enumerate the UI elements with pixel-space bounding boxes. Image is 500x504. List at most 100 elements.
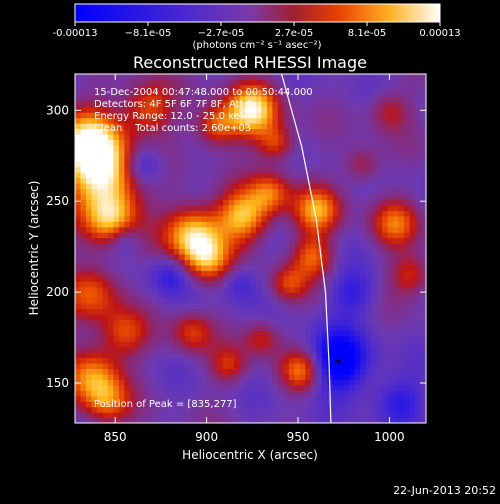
heatmap-cell bbox=[316, 172, 323, 179]
heatmap-cell bbox=[387, 319, 394, 326]
heatmap-cell bbox=[277, 90, 284, 97]
heatmap-cell bbox=[228, 259, 235, 266]
heatmap-cell bbox=[398, 166, 405, 173]
heatmap-cell bbox=[398, 139, 405, 146]
heatmap-cell bbox=[234, 324, 241, 331]
heatmap-cell bbox=[288, 286, 295, 293]
heatmap-cell bbox=[173, 95, 180, 102]
heatmap-cell bbox=[420, 101, 426, 108]
heatmap-cell bbox=[283, 346, 290, 353]
heatmap-cell bbox=[162, 346, 169, 353]
heatmap-cell bbox=[299, 379, 306, 386]
heatmap-cell bbox=[288, 319, 295, 326]
heatmap-cell bbox=[393, 243, 400, 250]
heatmap-cell bbox=[327, 324, 334, 331]
heatmap-cell bbox=[239, 395, 246, 402]
heatmap-cell bbox=[305, 106, 312, 113]
heatmap-cell bbox=[135, 221, 142, 228]
heatmap-cell bbox=[409, 373, 416, 380]
heatmap-cell bbox=[239, 133, 246, 141]
heatmap-cell bbox=[228, 199, 235, 206]
heatmap-cell bbox=[234, 363, 241, 370]
heatmap-cell bbox=[409, 123, 416, 130]
heatmap-cell bbox=[80, 319, 87, 326]
heatmap-cell bbox=[206, 232, 213, 239]
heatmap-cell bbox=[277, 188, 284, 195]
heatmap-cell bbox=[332, 281, 339, 288]
heatmap-cell bbox=[124, 161, 131, 168]
heatmap-cell bbox=[228, 74, 235, 81]
heatmap-cell bbox=[223, 139, 230, 146]
heatmap-cell bbox=[365, 74, 372, 81]
heatmap-cell bbox=[91, 221, 98, 228]
heatmap-cell bbox=[239, 346, 246, 353]
heatmap-cell bbox=[360, 95, 367, 102]
heatmap-cell bbox=[272, 166, 279, 173]
heatmap-cell bbox=[255, 144, 263, 151]
heatmap-cell bbox=[365, 303, 372, 310]
heatmap-cell bbox=[409, 292, 416, 299]
heatmap-cell bbox=[118, 193, 125, 201]
heatmap-cell bbox=[113, 330, 120, 337]
heatmap-cell bbox=[146, 341, 153, 348]
heatmap-cell bbox=[91, 90, 98, 97]
heatmap-cell bbox=[354, 166, 361, 173]
heatmap-cell bbox=[255, 363, 263, 370]
heatmap-cell bbox=[206, 270, 213, 277]
heatmap-cell bbox=[184, 259, 191, 266]
heatmap-cell bbox=[212, 390, 219, 397]
heatmap-cell bbox=[420, 215, 426, 222]
heatmap-cell bbox=[135, 237, 142, 244]
heatmap-cell bbox=[332, 319, 339, 326]
heatmap-cell bbox=[206, 177, 213, 184]
heatmap-cell bbox=[239, 352, 246, 359]
heatmap-cell bbox=[310, 232, 317, 239]
heatmap-cell bbox=[179, 352, 186, 359]
heatmap-cell bbox=[184, 243, 191, 250]
heatmap-cell bbox=[113, 106, 120, 113]
heatmap-cell bbox=[404, 117, 411, 124]
heatmap-cell bbox=[124, 303, 131, 310]
heatmap-cell bbox=[415, 150, 422, 157]
heatmap-cell bbox=[217, 401, 224, 408]
heatmap-cell bbox=[255, 84, 263, 91]
heatmap-cell bbox=[173, 417, 180, 423]
heatmap-cell bbox=[223, 297, 230, 304]
heatmap-cell bbox=[234, 144, 241, 151]
heatmap-cell bbox=[327, 166, 334, 173]
heatmap-cell bbox=[415, 292, 422, 299]
heatmap-cell bbox=[190, 335, 197, 342]
heatmap-cell bbox=[250, 177, 257, 184]
heatmap-cell bbox=[96, 232, 104, 239]
heatmap-cell bbox=[217, 390, 224, 397]
heatmap-cell bbox=[234, 215, 241, 222]
heatmap-cell bbox=[420, 412, 426, 419]
heatmap-cell bbox=[85, 253, 93, 260]
heatmap-cell bbox=[250, 270, 257, 277]
heatmap-cell bbox=[266, 412, 274, 419]
heatmap-cell bbox=[393, 144, 400, 151]
heatmap-cell bbox=[305, 368, 312, 375]
heatmap-cell bbox=[102, 259, 109, 266]
heatmap-cell bbox=[184, 264, 191, 271]
heatmap-cell bbox=[212, 150, 219, 157]
heatmap-cell bbox=[365, 95, 372, 102]
heatmap-cell bbox=[212, 292, 219, 299]
heatmap-cell bbox=[294, 237, 301, 244]
heatmap-cell bbox=[107, 199, 114, 206]
heatmap-cell bbox=[272, 95, 279, 102]
heatmap-cell bbox=[124, 253, 131, 260]
heatmap-cell bbox=[382, 384, 389, 391]
heatmap-cell bbox=[140, 193, 147, 201]
heatmap-cell bbox=[234, 308, 241, 315]
heatmap-cell bbox=[321, 373, 328, 380]
heatmap-cell bbox=[102, 303, 109, 310]
heatmap-cell bbox=[245, 123, 252, 130]
heatmap-cell bbox=[184, 390, 191, 397]
heatmap-cell bbox=[404, 133, 411, 141]
heatmap-cell bbox=[294, 139, 301, 146]
heatmap-cell bbox=[393, 84, 400, 91]
heatmap-cell bbox=[327, 106, 334, 113]
heatmap-cell bbox=[299, 193, 306, 201]
heatmap-cell bbox=[223, 412, 230, 419]
